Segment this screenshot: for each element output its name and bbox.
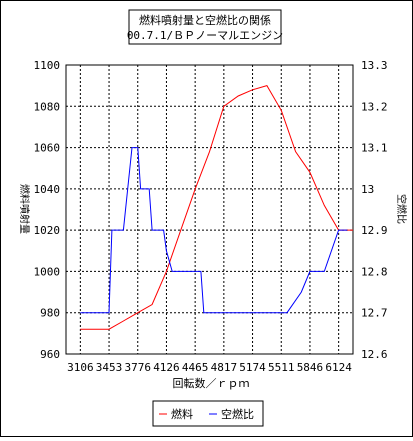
x-tick-label: 4126 [153,361,180,374]
legend-label-afr: 空燃比 [221,407,254,421]
legend-box [152,400,264,427]
y-left-tick-label: 980 [40,307,60,320]
title-box [128,9,282,45]
y-left-tick-label: 1040 [34,183,61,196]
y-left-tick-label: 1000 [34,265,61,278]
y-axis-right-label: 空燃比 [395,194,408,224]
x-tick-label: 3776 [125,361,152,374]
series-lines [80,85,353,330]
x-tick-label: 6124 [325,361,352,374]
x-tick-label: 5846 [297,361,324,374]
y-left-tick-label: 1060 [34,142,61,155]
y-right-tick-label: 12.8 [361,265,388,278]
y-right-tick-label: 12.6 [361,348,388,361]
y-right-tick-label: 12.9 [361,224,388,237]
series-line-fuel [80,85,353,330]
y-right-tick-labels: 12.6 12.7 12.8 12.9 13 13.1 13.2 13.3 [361,59,388,361]
series-line-afr [80,147,348,314]
x-tick-label: 5174 [239,361,266,374]
grid-lines [66,65,353,354]
chart-title-line1: 燃料噴射量と空燃比の関係 [139,13,271,27]
x-axis-label: 回転数／ｒｐｍ [173,377,250,390]
y-right-tick-label: 13 [361,183,374,196]
y-right-tick-label: 13.1 [361,142,388,155]
x-tick-label: 4817 [211,361,238,374]
y-left-tick-labels: 960 980 1000 1020 1040 1060 1080 1100 [34,59,61,361]
y-right-tick-label: 13.3 [361,59,388,72]
x-tick-labels: 3106 3453 3776 4126 4465 4817 5174 5511 5846 6124 [67,361,352,374]
y-left-tick-label: 960 [40,348,60,361]
y-right-tick-label: 12.7 [361,307,388,320]
y-axis-left-label: 燃料噴射量 [18,184,31,234]
y-left-tick-label: 1020 [34,224,61,237]
x-tick-label: 4465 [182,361,209,374]
y-right-tick-label: 13.2 [361,100,388,113]
legend-label-fuel: 燃料 [171,407,193,421]
x-tick-label: 5511 [268,361,295,374]
y-left-tick-label: 1080 [34,100,61,113]
x-tick-label: 3106 [67,361,94,374]
chart-title-line2: 00.7.1/ＢＰノーマルエンジン [127,29,283,42]
plot-area [65,64,354,355]
y-left-tick-label: 1100 [34,59,61,72]
x-tick-label: 3453 [96,361,123,374]
